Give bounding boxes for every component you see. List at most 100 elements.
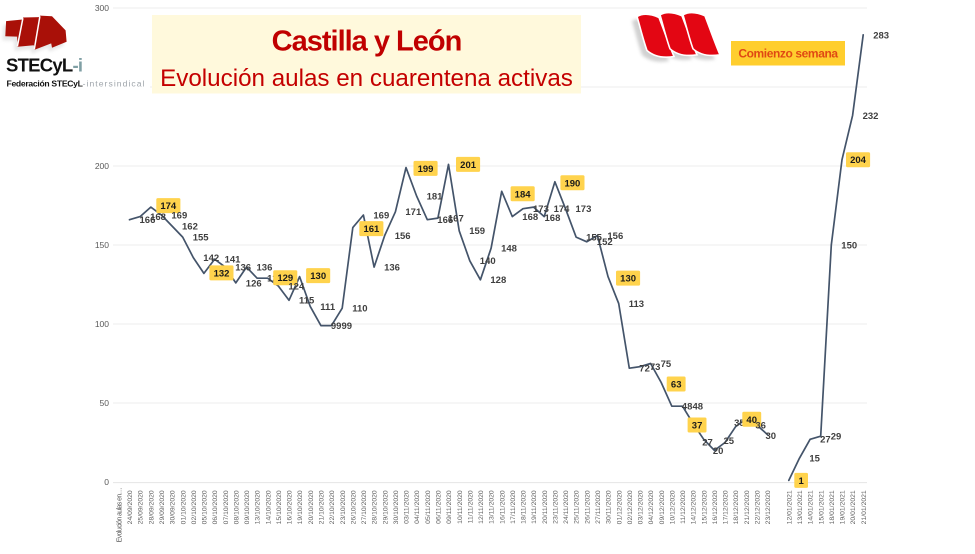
- svg-text:01/12/2020: 01/12/2020: [616, 490, 623, 524]
- svg-text:15/12/2020: 15/12/2020: [701, 490, 708, 524]
- svg-text:204: 204: [850, 155, 867, 166]
- svg-text:29: 29: [831, 432, 842, 443]
- svg-text:300: 300: [95, 3, 109, 13]
- svg-text:126: 126: [246, 278, 262, 289]
- svg-text:09/12/2020: 09/12/2020: [659, 490, 666, 524]
- svg-text:136: 136: [384, 263, 400, 274]
- svg-text:24/11/2020: 24/11/2020: [563, 490, 570, 524]
- svg-text:169: 169: [373, 210, 389, 221]
- svg-text:130: 130: [310, 271, 326, 282]
- svg-text:22/10/2020: 22/10/2020: [329, 490, 336, 524]
- svg-text:30/10/2020: 30/10/2020: [393, 490, 400, 524]
- svg-text:18/12/2020: 18/12/2020: [733, 490, 740, 524]
- svg-text:161: 161: [363, 224, 380, 235]
- svg-text:12/11/2020: 12/11/2020: [478, 490, 485, 524]
- svg-text:40: 40: [746, 415, 757, 426]
- svg-text:136: 136: [257, 263, 273, 274]
- svg-text:73: 73: [650, 362, 661, 373]
- svg-text:35: 35: [734, 418, 745, 429]
- svg-text:27: 27: [702, 438, 713, 449]
- svg-text:115: 115: [299, 296, 315, 307]
- svg-text:23/11/2020: 23/11/2020: [553, 490, 560, 524]
- svg-text:10/12/2020: 10/12/2020: [669, 490, 676, 524]
- svg-text:20/01/2021: 20/01/2021: [850, 490, 857, 524]
- svg-text:14/01/2021: 14/01/2021: [808, 490, 815, 524]
- svg-text:20: 20: [713, 446, 724, 457]
- svg-text:16/12/2020: 16/12/2020: [712, 490, 719, 524]
- svg-text:100: 100: [95, 319, 109, 329]
- svg-text:50: 50: [100, 398, 110, 408]
- svg-text:02/10/2020: 02/10/2020: [191, 490, 198, 524]
- svg-text:18/11/2020: 18/11/2020: [521, 490, 528, 524]
- svg-text:14/10/2020: 14/10/2020: [265, 490, 272, 524]
- svg-text:17/12/2020: 17/12/2020: [723, 490, 730, 524]
- svg-text:136: 136: [235, 263, 251, 274]
- svg-text:13/10/2020: 13/10/2020: [255, 490, 262, 524]
- svg-text:26/10/2020: 26/10/2020: [350, 490, 357, 524]
- svg-text:150: 150: [841, 240, 857, 251]
- svg-text:156: 156: [395, 231, 411, 242]
- svg-text:168: 168: [545, 213, 561, 224]
- svg-text:28/09/2020: 28/09/2020: [148, 490, 155, 524]
- svg-text:155: 155: [586, 233, 603, 244]
- svg-text:14/12/2020: 14/12/2020: [691, 490, 698, 524]
- svg-text:15/10/2020: 15/10/2020: [276, 490, 283, 524]
- svg-text:05/10/2020: 05/10/2020: [202, 490, 209, 524]
- svg-text:124: 124: [288, 282, 305, 293]
- svg-text:75: 75: [661, 359, 672, 370]
- svg-text:05/11/2020: 05/11/2020: [425, 490, 432, 524]
- svg-text:13/11/2020: 13/11/2020: [489, 490, 496, 524]
- svg-text:174: 174: [554, 204, 571, 215]
- svg-text:29/10/2020: 29/10/2020: [382, 490, 389, 524]
- svg-text:156: 156: [607, 231, 623, 242]
- svg-text:111: 111: [320, 302, 336, 313]
- svg-text:190: 190: [564, 178, 580, 189]
- svg-text:02/12/2020: 02/12/2020: [627, 490, 634, 524]
- svg-text:166: 166: [437, 215, 453, 226]
- svg-text:19/01/2021: 19/01/2021: [840, 490, 847, 524]
- svg-text:173: 173: [533, 204, 549, 215]
- svg-text:283: 283: [873, 30, 889, 41]
- svg-text:Evolución aulas en…: Evolución aulas en…: [117, 488, 124, 542]
- svg-text:20/10/2020: 20/10/2020: [308, 490, 315, 524]
- svg-text:24/09/2020: 24/09/2020: [127, 490, 134, 524]
- svg-text:08/10/2020: 08/10/2020: [233, 490, 240, 524]
- svg-text:150: 150: [95, 240, 109, 250]
- svg-text:142: 142: [203, 253, 219, 264]
- svg-text:23/10/2020: 23/10/2020: [340, 490, 347, 524]
- svg-text:Evolución aulas en cuarentena: Evolución aulas en cuarentena activas: [160, 65, 573, 92]
- svg-text:11/11/2020: 11/11/2020: [467, 490, 474, 523]
- svg-text:03/11/2020: 03/11/2020: [404, 490, 411, 524]
- svg-text:162: 162: [182, 221, 198, 232]
- svg-text:174: 174: [160, 201, 177, 212]
- svg-text:STECyL-i: STECyL-i: [6, 55, 82, 76]
- svg-text:04/11/2020: 04/11/2020: [414, 490, 421, 524]
- svg-text:16/11/2020: 16/11/2020: [499, 490, 506, 524]
- svg-text:48: 48: [693, 402, 704, 413]
- svg-text:15: 15: [809, 454, 820, 465]
- svg-text:129: 129: [277, 273, 293, 284]
- svg-text:201: 201: [460, 160, 477, 171]
- svg-text:159: 159: [469, 226, 485, 237]
- svg-text:13/01/2021: 13/01/2021: [797, 490, 804, 524]
- svg-text:113: 113: [629, 299, 644, 310]
- svg-text:99: 99: [331, 321, 342, 332]
- svg-text:30: 30: [766, 431, 777, 442]
- svg-text:19/10/2020: 19/10/2020: [297, 490, 304, 524]
- svg-text:30/09/2020: 30/09/2020: [170, 490, 177, 524]
- svg-text:132: 132: [214, 268, 230, 279]
- svg-text:155: 155: [193, 233, 210, 244]
- svg-text:29/09/2020: 29/09/2020: [159, 490, 166, 524]
- svg-text:23/12/2020: 23/12/2020: [765, 490, 772, 524]
- svg-text:15/01/2021: 15/01/2021: [818, 490, 825, 524]
- svg-text:21/01/2021: 21/01/2021: [861, 490, 868, 524]
- svg-text:48: 48: [682, 402, 693, 413]
- svg-text:232: 232: [863, 111, 879, 122]
- svg-text:167: 167: [448, 214, 464, 225]
- svg-text:173: 173: [576, 204, 592, 215]
- svg-text:09/10/2020: 09/10/2020: [244, 490, 251, 524]
- svg-text:20/11/2020: 20/11/2020: [542, 490, 549, 524]
- svg-text:27: 27: [820, 435, 831, 446]
- svg-text:27/11/2020: 27/11/2020: [595, 490, 602, 524]
- svg-text:63: 63: [671, 380, 682, 391]
